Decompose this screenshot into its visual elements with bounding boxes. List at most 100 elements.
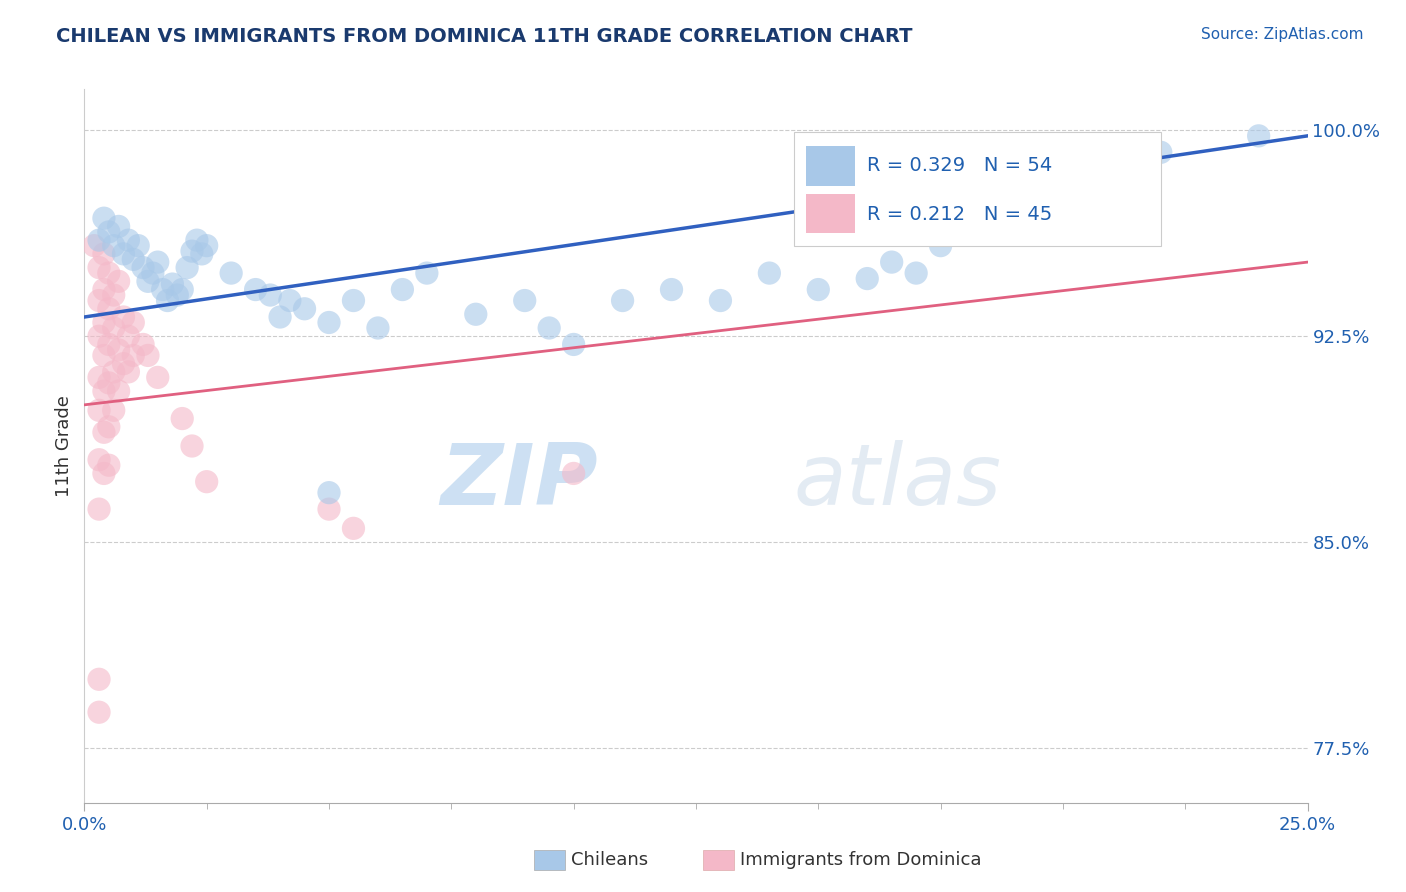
- Point: [367, 321, 389, 335]
- Point: [1247, 128, 1270, 143]
- Point: [122, 348, 145, 362]
- Point: [195, 475, 218, 489]
- Point: [269, 310, 291, 324]
- Point: [83, 238, 105, 252]
- Point: [464, 307, 486, 321]
- Point: [953, 184, 976, 198]
- Text: Chileans: Chileans: [571, 851, 648, 869]
- Point: [117, 365, 139, 379]
- Point: [87, 329, 110, 343]
- Text: CHILEAN VS IMMIGRANTS FROM DOMINICA 11TH GRADE CORRELATION CHART: CHILEAN VS IMMIGRANTS FROM DOMINICA 11TH…: [56, 27, 912, 45]
- Text: atlas: atlas: [794, 440, 1002, 524]
- Point: [93, 384, 115, 398]
- Point: [513, 293, 536, 308]
- Point: [294, 301, 316, 316]
- Point: [112, 247, 135, 261]
- Point: [112, 357, 135, 371]
- Point: [342, 521, 364, 535]
- Point: [132, 337, 155, 351]
- Point: [103, 321, 125, 335]
- Point: [87, 260, 110, 275]
- Point: [87, 673, 110, 687]
- Point: [146, 255, 169, 269]
- FancyBboxPatch shape: [794, 132, 1161, 246]
- Point: [1002, 173, 1025, 187]
- Point: [122, 252, 145, 267]
- Point: [93, 247, 115, 261]
- Point: [318, 485, 340, 500]
- Point: [562, 337, 585, 351]
- Point: [661, 283, 683, 297]
- FancyBboxPatch shape: [806, 194, 855, 234]
- Point: [103, 238, 125, 252]
- Point: [127, 238, 149, 252]
- Point: [612, 293, 634, 308]
- Point: [259, 288, 281, 302]
- Point: [136, 348, 159, 362]
- Point: [97, 376, 120, 390]
- Point: [416, 266, 439, 280]
- Point: [93, 348, 115, 362]
- Point: [245, 283, 267, 297]
- Point: [191, 247, 214, 261]
- Point: [93, 316, 115, 330]
- Point: [87, 293, 110, 308]
- Text: Immigrants from Dominica: Immigrants from Dominica: [740, 851, 981, 869]
- Text: ZIP: ZIP: [440, 440, 598, 524]
- Point: [132, 260, 155, 275]
- Point: [103, 288, 125, 302]
- Point: [219, 266, 242, 280]
- FancyBboxPatch shape: [806, 146, 855, 186]
- Point: [156, 293, 179, 308]
- Point: [112, 310, 135, 324]
- Point: [117, 329, 139, 343]
- Point: [97, 419, 120, 434]
- Point: [172, 411, 194, 425]
- Text: R = 0.329   N = 54: R = 0.329 N = 54: [868, 156, 1053, 175]
- Point: [342, 293, 364, 308]
- Point: [905, 266, 928, 280]
- Point: [146, 370, 169, 384]
- Point: [93, 211, 115, 226]
- Point: [538, 321, 561, 335]
- Point: [929, 238, 952, 252]
- Point: [172, 283, 194, 297]
- Point: [97, 266, 120, 280]
- Point: [122, 316, 145, 330]
- Point: [103, 365, 125, 379]
- Point: [880, 255, 903, 269]
- Point: [87, 233, 110, 247]
- Point: [152, 283, 174, 297]
- Point: [87, 403, 110, 417]
- Point: [87, 370, 110, 384]
- Point: [107, 384, 129, 398]
- Point: [97, 225, 120, 239]
- Text: R = 0.212   N = 45: R = 0.212 N = 45: [868, 204, 1053, 224]
- Point: [142, 266, 165, 280]
- Point: [93, 283, 115, 297]
- Point: [166, 288, 188, 302]
- Y-axis label: 11th Grade: 11th Grade: [55, 395, 73, 497]
- Point: [93, 425, 115, 440]
- Point: [136, 274, 159, 288]
- Point: [318, 502, 340, 516]
- Point: [709, 293, 731, 308]
- Point: [97, 301, 120, 316]
- Point: [807, 283, 830, 297]
- Point: [181, 439, 204, 453]
- Point: [117, 233, 139, 247]
- Point: [107, 274, 129, 288]
- Point: [1052, 156, 1074, 170]
- Text: Source: ZipAtlas.com: Source: ZipAtlas.com: [1201, 27, 1364, 42]
- Point: [107, 219, 129, 234]
- Point: [278, 293, 301, 308]
- Point: [181, 244, 204, 259]
- Point: [758, 266, 780, 280]
- Point: [195, 238, 218, 252]
- Point: [93, 467, 115, 481]
- Point: [87, 452, 110, 467]
- Point: [97, 337, 120, 351]
- Point: [87, 502, 110, 516]
- Point: [87, 705, 110, 719]
- Point: [176, 260, 198, 275]
